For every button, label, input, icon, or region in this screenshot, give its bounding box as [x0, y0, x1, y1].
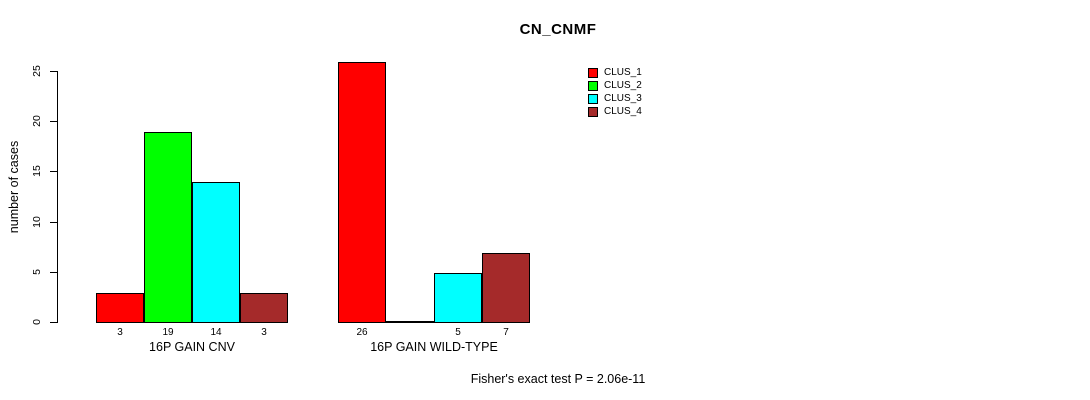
- chart-title: CN_CNMF: [519, 21, 597, 38]
- bar-clus_2-1: [144, 132, 192, 323]
- legend-swatch-icon: [588, 67, 598, 78]
- y-axis-tick-label: 0: [31, 319, 43, 325]
- y-axis-line: [57, 71, 58, 323]
- legend-item-clus_2: CLUS_2: [588, 79, 642, 92]
- bar-clus_4-2: [482, 253, 530, 323]
- y-axis-tick-label: 5: [31, 269, 43, 275]
- category-label: 16P GAIN WILD-TYPE: [370, 340, 498, 354]
- legend-label: CLUS_1: [604, 66, 642, 78]
- y-axis-tick-label: 20: [31, 115, 43, 127]
- legend-item-clus_1: CLUS_1: [588, 66, 642, 79]
- legend: CLUS_1 CLUS_2 CLUS_3 CLUS_4: [588, 66, 642, 118]
- y-axis-tick: [50, 121, 57, 122]
- bar-value-label: 3: [261, 327, 267, 338]
- legend-swatch-icon: [588, 80, 598, 91]
- legend-label: CLUS_4: [604, 105, 642, 117]
- y-axis-tick: [50, 322, 57, 323]
- y-axis-tick: [50, 222, 57, 223]
- legend-label: CLUS_2: [604, 79, 642, 91]
- legend-swatch-icon: [588, 106, 598, 117]
- y-axis-label: number of cases: [7, 140, 21, 234]
- bar-clus_2-2: [386, 321, 434, 323]
- bar-value-label: 3: [117, 327, 123, 338]
- legend-item-clus_3: CLUS_3: [588, 92, 642, 105]
- legend-item-clus_4: CLUS_4: [588, 105, 642, 118]
- bar-value-label: 26: [356, 327, 368, 338]
- bar-clus_4-1: [240, 293, 288, 323]
- y-axis-tick-label: 15: [31, 165, 43, 177]
- y-axis-tick: [50, 171, 57, 172]
- category-label: 16P GAIN CNV: [149, 340, 235, 354]
- bar-value-label: 19: [162, 327, 174, 338]
- y-axis-tick-label: 25: [31, 65, 43, 77]
- bar-clus_1-1: [96, 293, 144, 323]
- y-axis-tick: [50, 71, 57, 72]
- legend-label: CLUS_3: [604, 92, 642, 104]
- bar-clus_3-1: [192, 182, 240, 323]
- y-axis-tick: [50, 272, 57, 273]
- bar-value-label: 5: [455, 327, 461, 338]
- fisher-test-annotation: Fisher's exact test P = 2.06e-11: [470, 372, 646, 386]
- bar-value-label: 7: [503, 327, 509, 338]
- legend-swatch-icon: [588, 93, 598, 104]
- bar-clus_1-2: [338, 62, 386, 323]
- bar-value-label: 14: [210, 327, 222, 338]
- y-axis-tick-label: 10: [31, 216, 43, 228]
- bar-clus_3-2: [434, 273, 482, 323]
